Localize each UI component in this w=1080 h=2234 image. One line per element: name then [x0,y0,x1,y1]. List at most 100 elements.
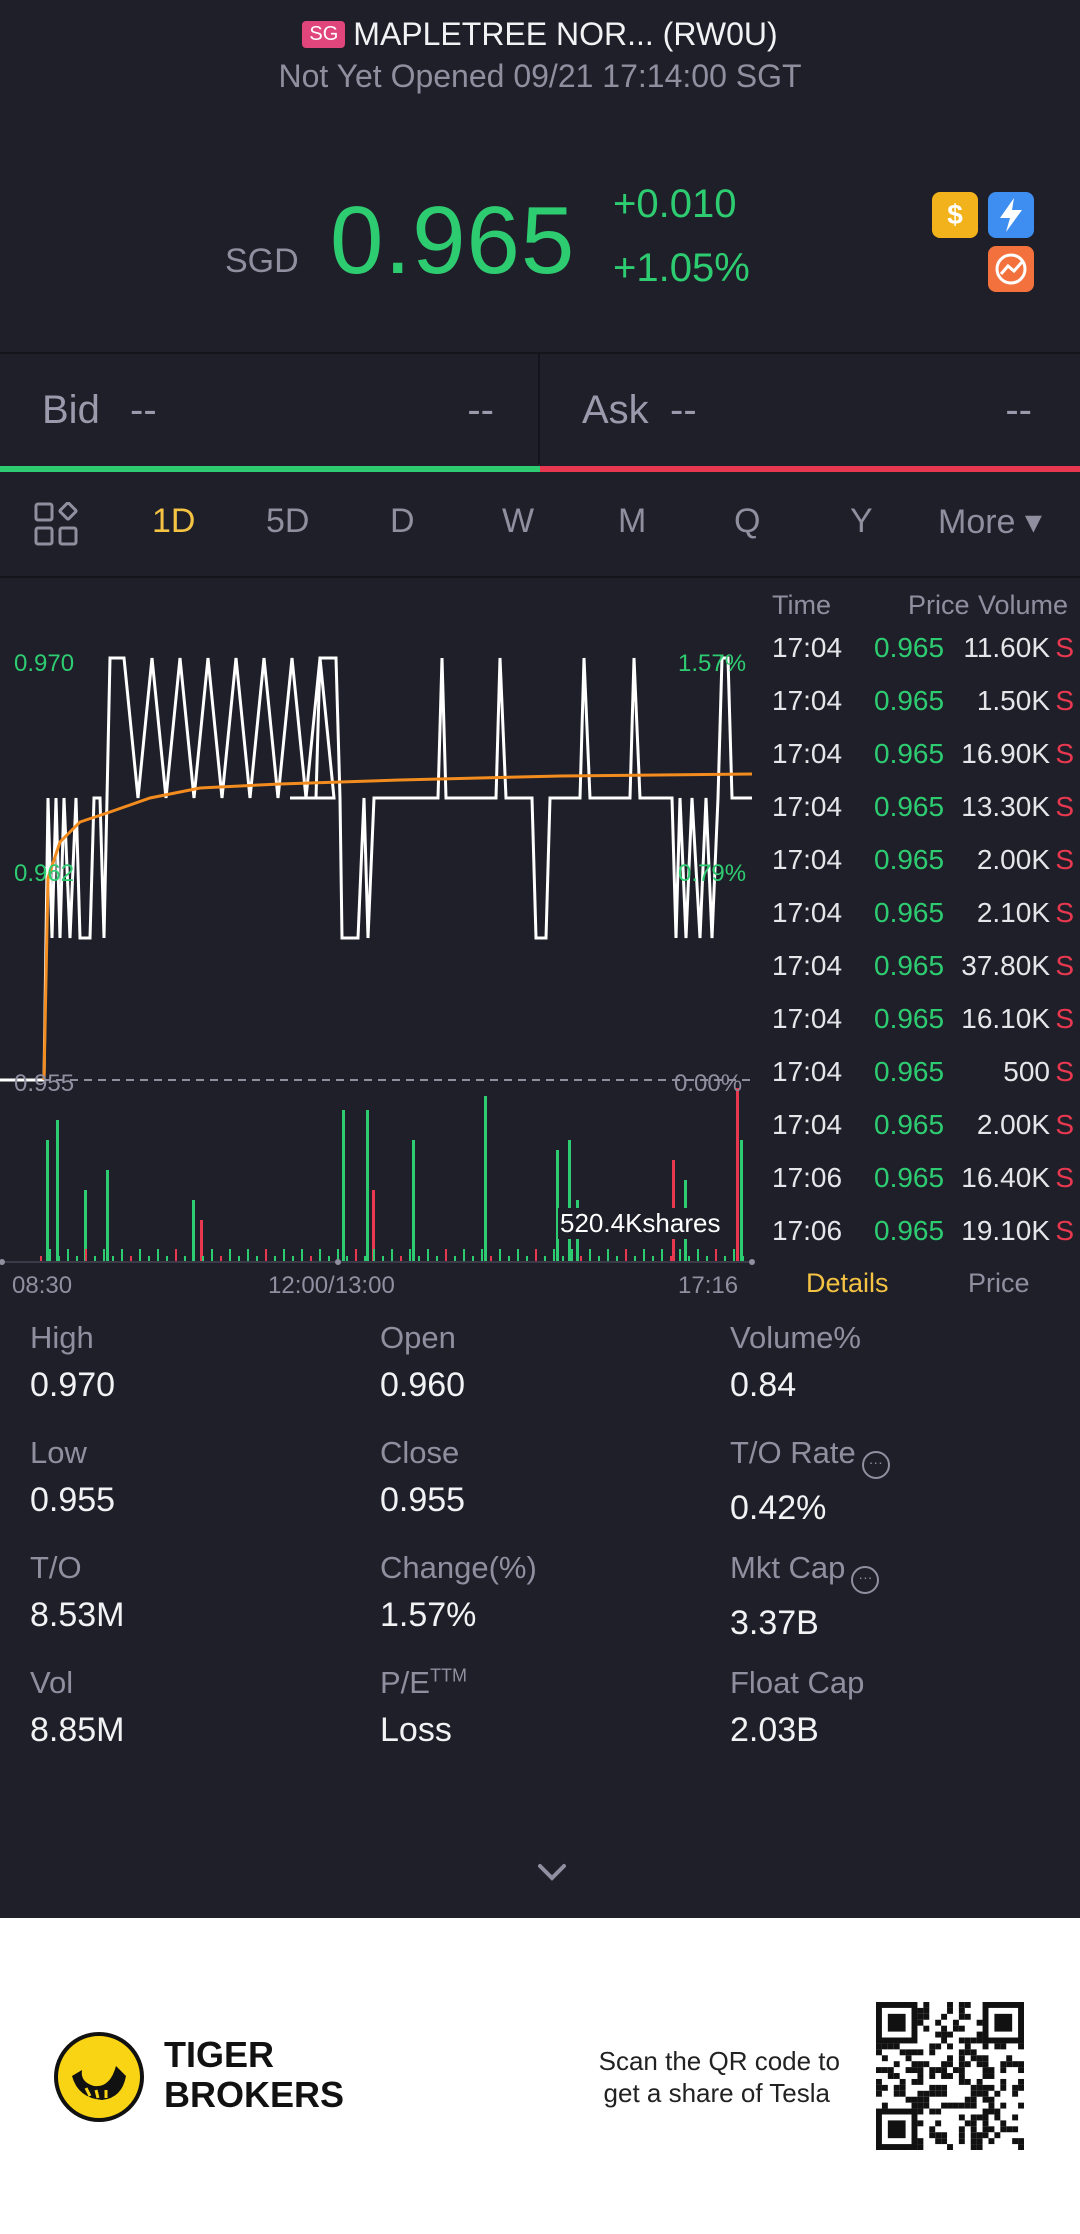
volume-bar [342,1110,345,1262]
volume-bar [364,1256,366,1262]
intraday-chart[interactable]: 0.970 0.962 0.955 1.57% 0.79% 0.00% 520.… [0,580,760,1300]
volume-bar [661,1249,663,1262]
volume-bar [49,1249,51,1262]
stat-value: 3.37B [730,1604,819,1642]
trade-side: S [1055,1003,1074,1034]
volume-bar [571,1249,573,1262]
volume-bar [46,1140,49,1262]
bid-ask-panel[interactable]: Bid -- -- Ask -- -- [0,352,1080,472]
volume-bar [697,1249,699,1262]
stat-mkt-cap[interactable]: Mkt Cap ··· 3.37B [730,1550,1060,1643]
tab-q[interactable]: Q [734,502,761,540]
volume-bar [328,1256,330,1262]
dollar-icon[interactable]: $ [932,192,978,238]
volume-bar [85,1249,87,1262]
flash-icon[interactable] [988,192,1034,238]
volume-label: 520.4Kshares [558,1208,723,1239]
bid-ratio-bar [0,466,540,472]
bid-price: -- [130,388,157,432]
trend-icon[interactable] [988,246,1034,292]
ask-size: -- [1005,388,1032,432]
trade-row: 17:04 0.965 2.00K S [762,844,1080,897]
trade-tape[interactable]: Time Price Volume 17:04 0.965 11.60K S 17:04… [762,580,1080,1300]
tab-d[interactable]: D [390,502,415,540]
trade-volume: 2.00K [976,844,1050,875]
trade-volume: 19.10K [961,1215,1050,1246]
volume-bar [310,1256,312,1262]
volume-bar [220,1256,222,1262]
chevron-down-icon[interactable] [534,1860,570,1884]
stat-volume: Volume% 0.84 [730,1320,1060,1405]
volume-bar [481,1249,483,1262]
volume-bar [139,1249,141,1262]
stat-value: 0.960 [380,1366,466,1404]
volume-bar [625,1249,627,1262]
tab-5d[interactable]: 5D [266,502,310,540]
trade-time: 17:04 [772,685,843,716]
volume-bar [544,1256,546,1262]
stat-t-o: T/O 8.53M [30,1550,360,1635]
tab-price[interactable]: Price [968,1268,1030,1298]
trade-time: 17:04 [772,897,843,928]
volume-bar [382,1256,384,1262]
stat-change: Change(%) 1.57% [380,1550,710,1635]
volume-bar [412,1140,415,1262]
volume-bar [598,1256,600,1262]
volume-bar [202,1256,204,1262]
volume-bar [192,1200,195,1262]
volume-bar [112,1256,114,1262]
trade-side: S [1055,844,1074,875]
tab-1d[interactable]: 1D [152,502,196,540]
volume-bar [366,1110,369,1262]
volume-bar [229,1249,231,1262]
stat-label: Volume% [730,1320,861,1355]
volume-bar [166,1256,168,1262]
promo-text-line2: get a share of Tesla [603,2078,830,2108]
more-info-icon[interactable]: ··· [861,1451,890,1479]
trade-volume: 16.90K [961,738,1050,769]
ask-price: -- [670,388,697,432]
tab-more[interactable]: More ▾ [938,503,1042,541]
volume-bar [706,1256,708,1262]
volume-bar [484,1096,487,1262]
stock-title[interactable]: SG MAPLETREE NOR... (RW0U) [0,16,1080,53]
tab-y[interactable]: Y [850,502,873,540]
price-change: +0.010 [613,182,737,226]
trade-volume: 500 [1003,1056,1050,1087]
tape-header-volume: Volume [978,590,1069,620]
layout-grid-icon[interactable] [34,502,78,546]
trade-price: 0.965 [874,1109,945,1140]
stat-value: Loss [380,1711,452,1749]
tab-details[interactable]: Details [806,1268,889,1298]
tiger-logo-icon [54,2032,144,2122]
qr-code-icon[interactable] [876,2002,1024,2150]
brand-name-line2: BROKERS [164,2074,345,2115]
volume-bar [742,1256,744,1262]
trade-row: 17:04 0.965 2.10K S [762,897,1080,950]
trade-side: S [1055,1056,1074,1087]
volume-bar [556,1150,559,1262]
volume-bar [589,1249,591,1262]
volume-bar [40,1256,42,1262]
tab-m[interactable]: M [618,502,647,540]
stat-t-o-rate[interactable]: T/O Rate ··· 0.42% [730,1435,1060,1528]
last-price: 0.965 [330,187,576,294]
trade-side: S [1055,685,1074,716]
volume-bar [472,1256,474,1262]
stat-value: 0.970 [30,1366,116,1404]
trade-price: 0.965 [874,897,945,928]
price-block: SGD 0.965 +0.010 +1.05% $ [0,180,1080,310]
trade-price: 0.965 [874,950,945,981]
stat-open: Open 0.960 [380,1320,710,1405]
market-status: Not Yet Opened 09/21 17:14:00 SGT [278,58,802,94]
trade-row: 17:04 0.965 500 S [762,1056,1080,1109]
more-info-icon[interactable]: ··· [851,1566,880,1594]
trade-time: 17:04 [772,1003,843,1034]
volume-bar [715,1249,717,1262]
volume-bar [634,1256,636,1262]
stat-high: High 0.970 [30,1320,360,1405]
trade-price: 0.965 [874,685,945,716]
promo-footer[interactable]: TIGER BROKERS Scan the QR code to get a … [0,1918,1080,2234]
period-tabs: 1D 5D D W M Q Y More ▾ [0,472,1080,578]
tab-w[interactable]: W [502,502,535,540]
